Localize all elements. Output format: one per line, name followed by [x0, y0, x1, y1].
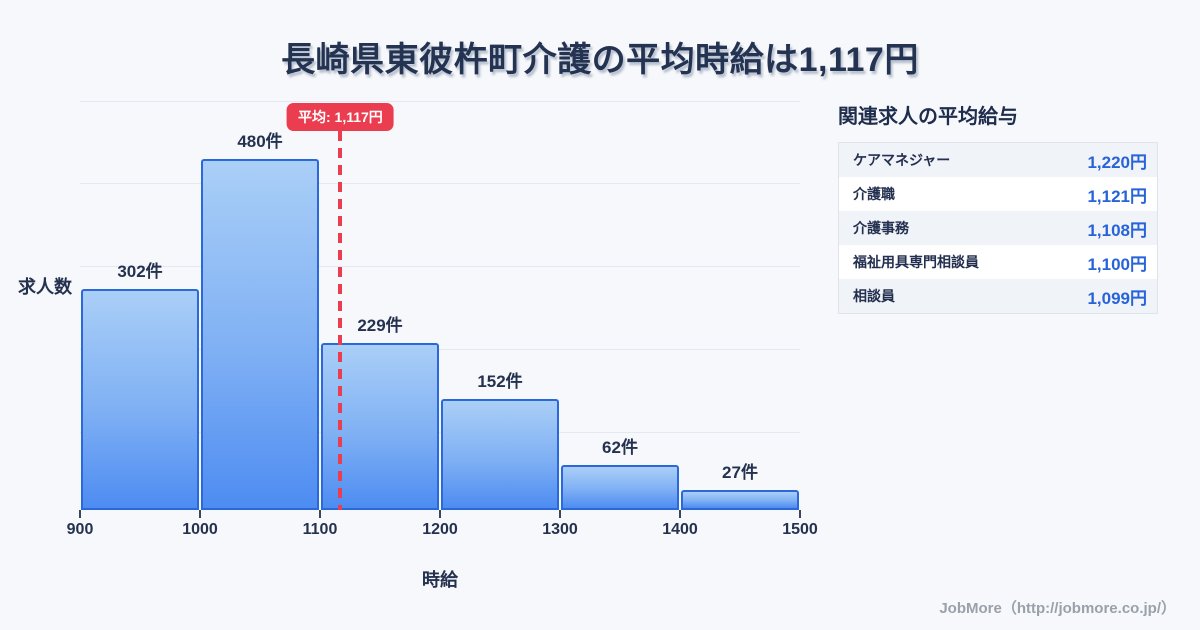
x-tick: [319, 510, 321, 518]
table-row: 介護職 1,121円: [839, 177, 1157, 211]
x-tick: [79, 510, 81, 518]
x-tick: [559, 510, 561, 518]
x-tick-label: 900: [66, 521, 94, 538]
bar-value-label: 27件: [722, 463, 758, 482]
table-row: 相談員 1,099円: [839, 279, 1157, 313]
bar: [81, 289, 199, 510]
x-tick-label: 1500: [782, 521, 818, 538]
x-tick: [439, 510, 441, 518]
related-jobs-heading: 関連求人の平均給与: [838, 106, 1018, 128]
job-label: 相談員: [853, 288, 895, 304]
y-axis-label: 求人数: [18, 277, 72, 297]
page-title: 長崎県東彼杵町介護の平均時給は1,117円: [281, 41, 919, 79]
x-tick: [799, 510, 801, 518]
job-label: 介護職: [853, 186, 895, 202]
job-label: 福祉用具専門相談員: [853, 254, 979, 270]
bar: [201, 159, 319, 510]
job-label: 介護事務: [853, 220, 909, 236]
job-value: 1,099円: [1087, 288, 1147, 308]
gridline: [80, 101, 800, 102]
gridline: [80, 349, 800, 350]
bar-value-label: 302件: [117, 262, 163, 281]
x-tick: [679, 510, 681, 518]
average-badge: 平均: 1,117円: [286, 103, 394, 131]
bar-value-label: 62件: [602, 438, 638, 457]
bar-value-label: 152件: [477, 372, 523, 391]
average-line: [338, 131, 343, 510]
table-row: ケアマネジャー 1,220円: [839, 143, 1157, 177]
table-row: 福祉用具専門相談員 1,100円: [839, 245, 1157, 279]
job-value: 1,100円: [1087, 254, 1147, 274]
bar-value-label: 480件: [237, 132, 283, 151]
x-tick-label: 1200: [422, 521, 458, 538]
job-value: 1,108円: [1087, 220, 1147, 240]
x-axis-label: 時給: [422, 570, 458, 590]
gridline: [80, 266, 800, 267]
job-value: 1,220円: [1087, 152, 1147, 172]
table-row: 介護事務 1,108円: [839, 211, 1157, 245]
plot-area: 302件 480件 229件 152件 62件 27件 900 1000 1100 1200 130…: [67, 101, 818, 538]
related-jobs-table: ケアマネジャー 1,220円介護職 1,121円介護事務 1,108円福祉用具専門相談…: [838, 142, 1158, 314]
bar-value-label: 229件: [357, 316, 403, 335]
job-label: ケアマネジャー: [853, 152, 951, 168]
gridline: [80, 432, 800, 433]
x-tick-label: 1000: [182, 521, 218, 538]
bar: [681, 490, 799, 510]
x-tick: [199, 510, 201, 518]
footer-credit: JobMore（http://jobmore.co.jp/）: [939, 600, 1176, 617]
job-value: 1,121円: [1087, 186, 1147, 206]
bar: [561, 465, 679, 510]
bar: [441, 399, 559, 510]
x-tick-label: 1400: [662, 521, 698, 538]
x-tick-label: 1100: [302, 521, 338, 538]
gridline: [80, 183, 800, 184]
x-tick-label: 1300: [542, 521, 578, 538]
